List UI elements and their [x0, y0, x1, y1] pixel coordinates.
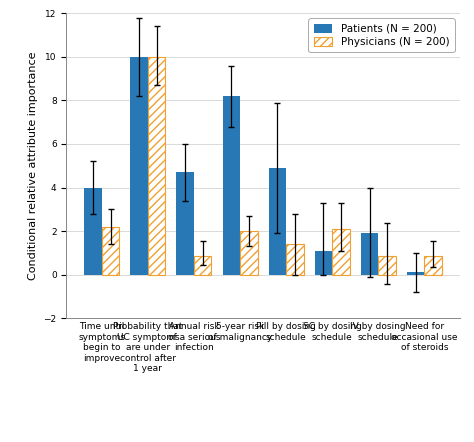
Bar: [424, 256, 442, 274]
Y-axis label: Conditional relative attribute importance: Conditional relative attribute importanc…: [28, 52, 38, 280]
Bar: [130, 57, 148, 274]
Bar: [332, 229, 350, 274]
Bar: [361, 233, 378, 274]
Bar: [222, 96, 240, 274]
Bar: [176, 172, 194, 274]
Bar: [407, 272, 424, 274]
Bar: [269, 168, 286, 274]
Bar: [240, 231, 257, 274]
Legend: Patients (N = 200), Physicians (N = 200): Patients (N = 200), Physicians (N = 200): [309, 19, 455, 53]
Bar: [102, 227, 119, 274]
Bar: [315, 251, 332, 274]
Bar: [286, 244, 304, 274]
Bar: [378, 256, 396, 274]
Bar: [148, 57, 165, 274]
Bar: [194, 256, 211, 274]
Bar: [84, 187, 102, 274]
